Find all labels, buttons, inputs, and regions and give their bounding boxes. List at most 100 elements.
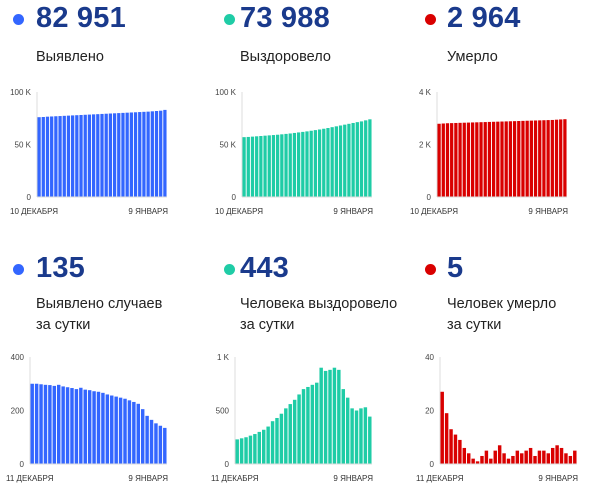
bar [454,122,458,197]
y-tick-label: 0 [232,193,237,202]
bar [159,110,163,197]
panel-label: Выявлено случаев за сутки [36,294,162,336]
bar [61,386,65,464]
bar [305,131,309,198]
panel-label-line: Человек умерло [447,296,557,312]
bar-chart: 0 50 K 100 K 10 ДЕКАБРЯ 9 ЯНВАРЯ [10,88,168,216]
bar [246,136,250,197]
bar [332,367,337,464]
panel-daily-recovered: 443 Человека выздоровело за сутки 0 500 1 K 11… [205,250,405,495]
bar [65,387,70,464]
bar [563,119,567,197]
bar [504,121,508,197]
bar [57,384,61,464]
bar [462,447,467,464]
bar [58,116,62,197]
bar [537,450,542,465]
panel-label-line: Выявлено [36,49,104,65]
bar [87,114,92,197]
panel-label-line: за сутки [36,317,91,333]
panel-total-cases: 82 951 Выявлено 0 50 K 100 K 10 ДЕКАБРЯ 9 ЯНВА… [0,0,200,245]
bar [30,383,34,464]
bar [559,119,563,197]
bar [79,387,83,464]
bar [262,429,266,464]
bar [100,113,104,197]
bar [275,417,279,464]
bar [288,133,292,197]
bar [250,136,255,197]
bar [480,455,484,464]
bar [271,135,276,197]
bar [347,123,351,197]
bar [471,122,475,197]
bar [330,127,334,197]
x-start-label: 11 ДЕКАБРЯ [6,474,54,483]
bar-chart: 0 20 40 11 ДЕКАБРЯ 9 ЯНВАРЯ [416,353,578,483]
bar [309,130,313,197]
bar [110,395,114,464]
bar [270,421,275,464]
y-tick-label: 100 K [10,88,32,97]
bar [41,116,45,197]
bar [108,113,113,197]
bar [343,124,347,197]
bar [437,123,441,197]
x-start-label: 10 ДЕКАБРЯ [215,207,263,216]
bar [75,115,79,197]
bar [368,416,372,464]
bar [79,114,83,197]
x-start-label: 10 ДЕКАБРЯ [10,207,58,216]
bar [263,135,267,197]
x-end-label: 9 ЯНВАРЯ [333,207,373,216]
bar [125,112,129,197]
bar [255,136,259,197]
total-value: 73 988 [240,2,330,34]
teal-dot-icon [224,264,235,275]
bar [529,120,533,197]
panel-label-line: Умерло [447,49,498,65]
bar [441,123,445,197]
bar [497,445,502,464]
total-value: 2 964 [447,2,521,34]
bar [550,119,554,197]
bar [83,389,87,464]
bar [71,115,75,197]
bar [154,111,159,197]
bar [127,400,132,464]
bar [87,390,92,464]
bar [315,382,319,464]
bar [62,115,66,197]
y-tick-label: 0 [225,460,230,469]
bar [351,122,355,197]
bar [37,117,41,197]
bar [528,447,533,464]
red-dot-icon [425,14,436,25]
bar [101,392,105,464]
total-value: 443 [240,252,289,284]
bar [244,437,248,464]
y-tick-label: 20 [425,407,434,416]
y-tick-label: 0 [427,193,432,202]
bar [235,439,239,464]
bar-chart: 0 200 400 11 ДЕКАБРЯ 9 ЯНВАРЯ [6,353,168,483]
bar [350,408,354,464]
bar [70,388,74,464]
teal-dot-icon [224,14,235,25]
bar [145,415,149,464]
bar [444,413,449,464]
y-tick-label: 1 K [217,353,230,362]
bar [500,121,504,197]
bar [471,458,475,464]
total-value: 82 951 [36,2,126,34]
y-tick-label: 200 [11,407,25,416]
bar [34,383,39,464]
bar [138,112,142,197]
bar [284,133,288,197]
bar [517,121,521,197]
bar [508,121,513,197]
bar [48,385,52,464]
bar [533,120,538,197]
y-tick-label: 40 [425,353,434,362]
bar [487,121,492,197]
